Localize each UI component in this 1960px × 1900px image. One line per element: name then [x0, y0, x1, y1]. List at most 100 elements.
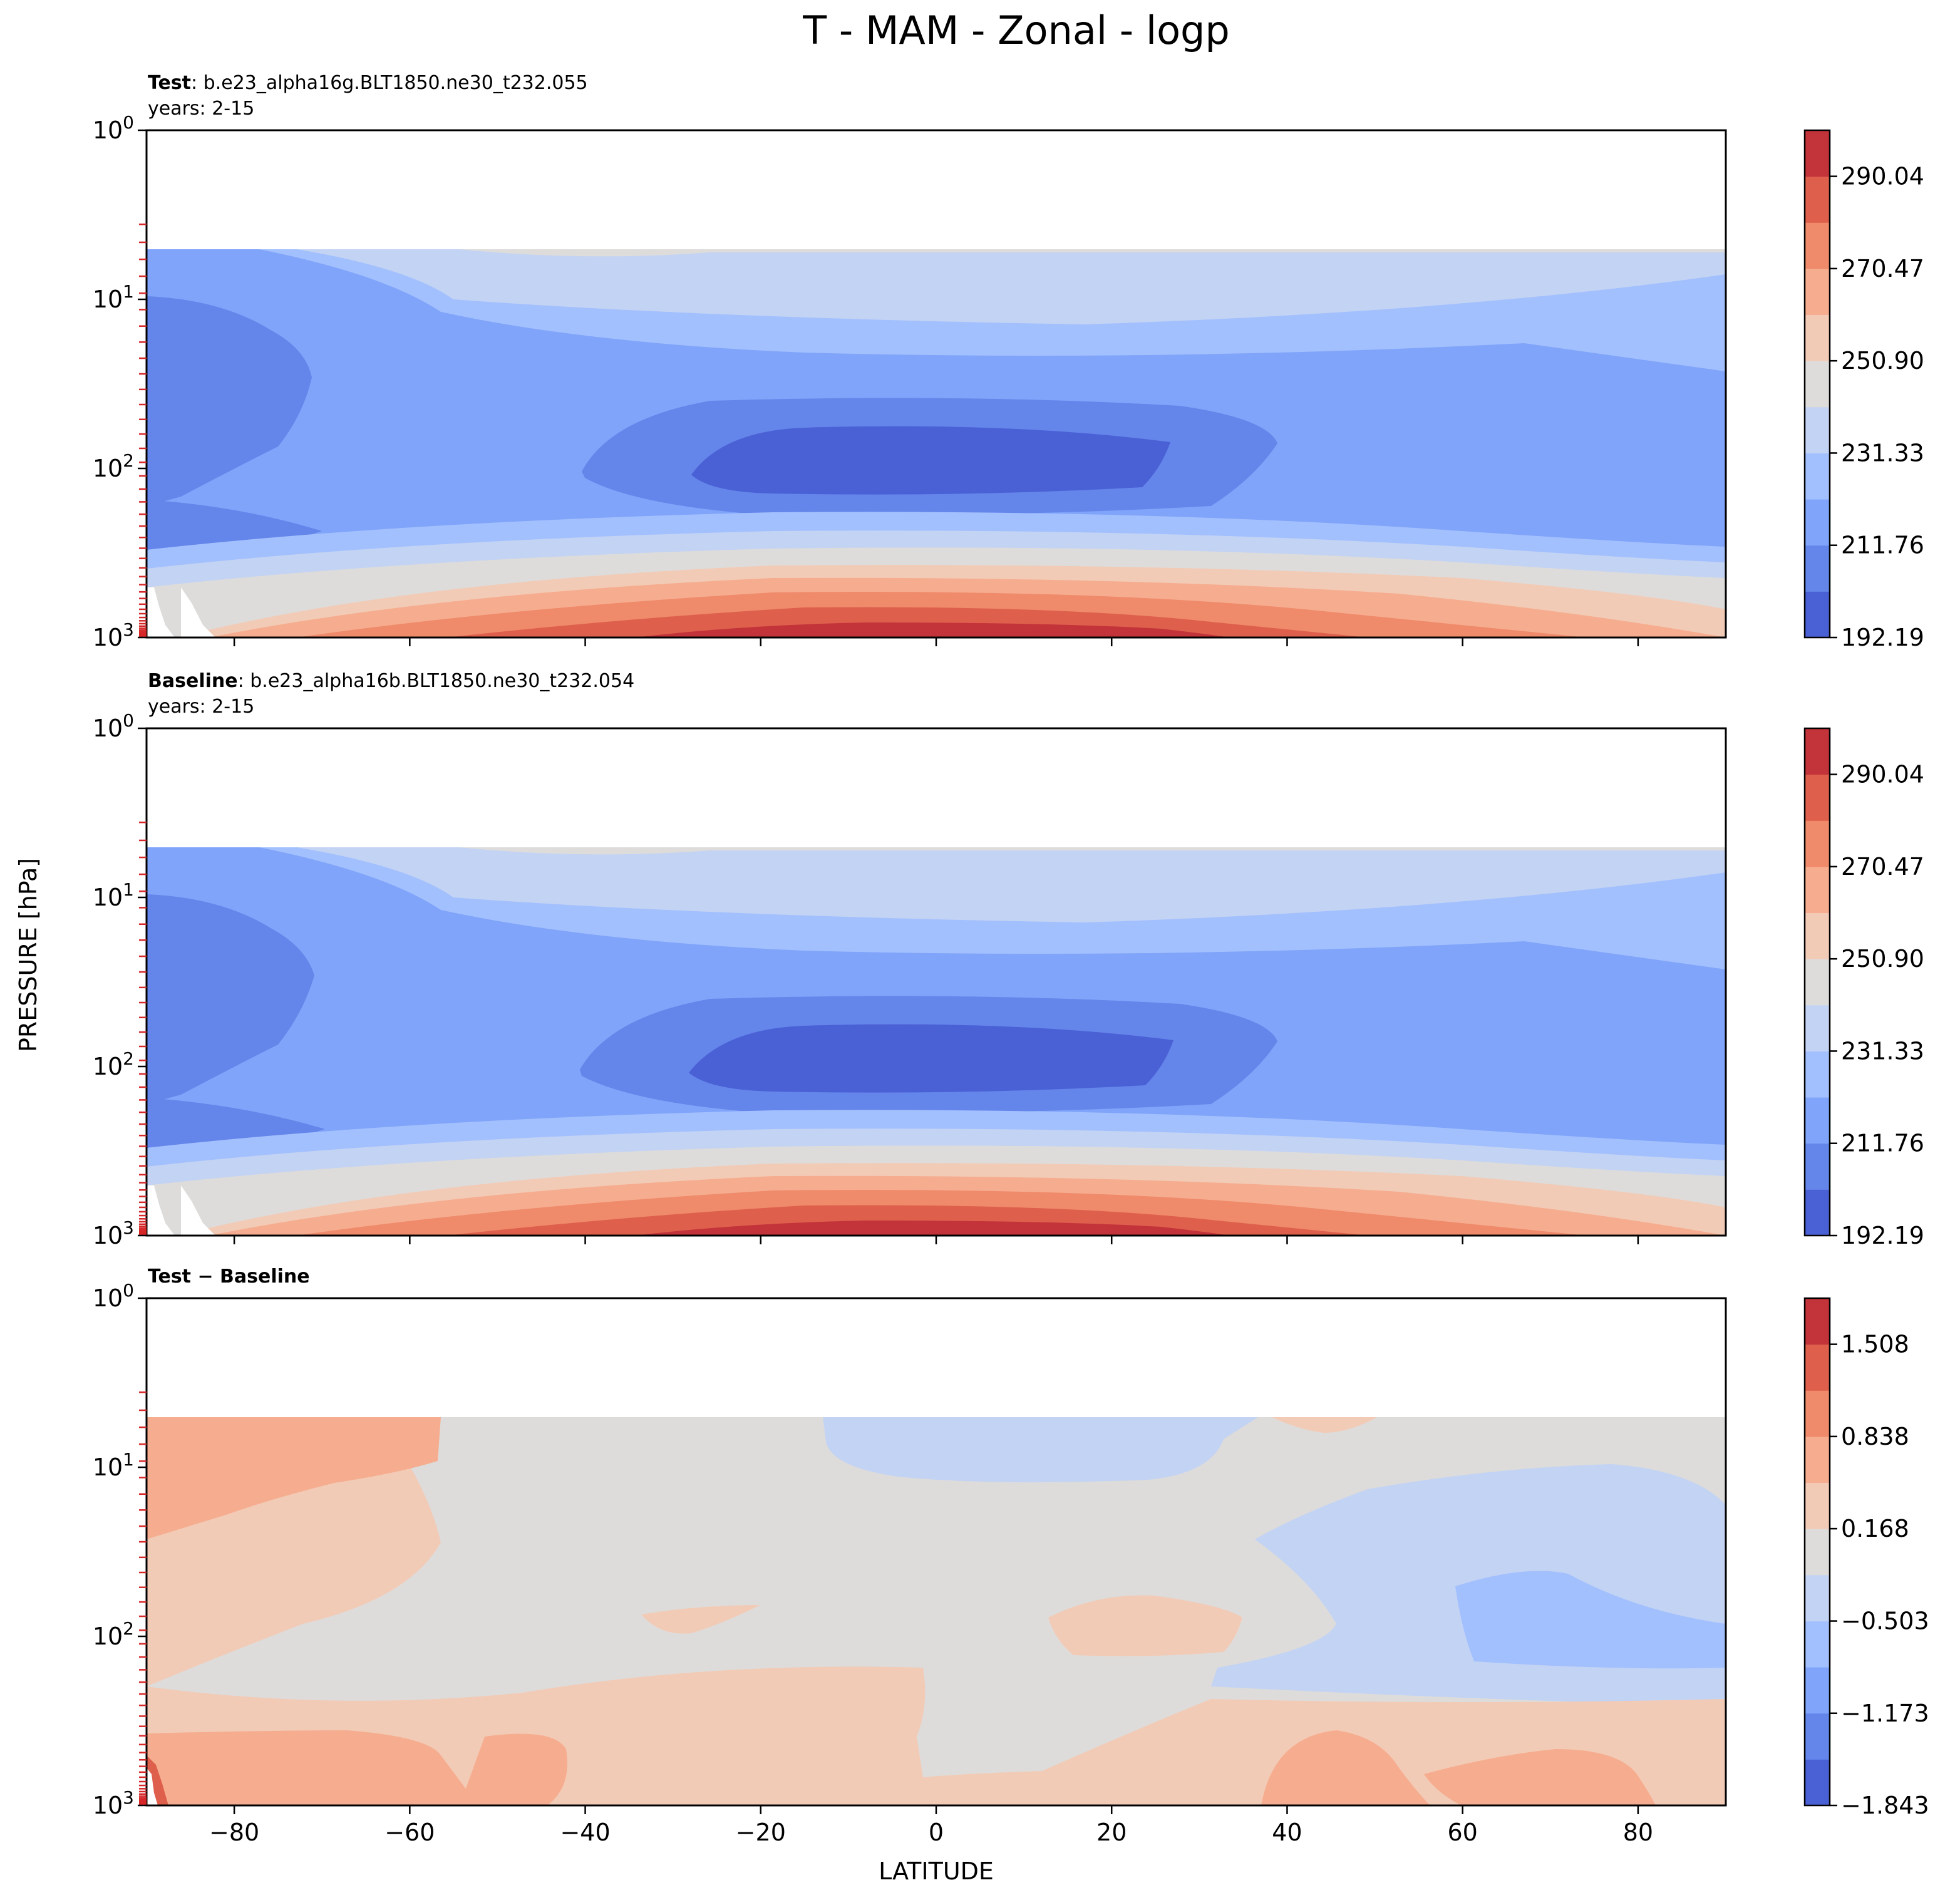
- colorbar-swatch: [1805, 1667, 1830, 1714]
- figure-title: T - MAM - Zonal - logp: [802, 8, 1229, 53]
- panel-test-label-bold: Test: [148, 72, 191, 94]
- colorbar-tick-label: 250.90: [1841, 945, 1924, 973]
- y-tick-label: 101: [93, 1449, 134, 1481]
- colorbar-swatch: [1805, 1097, 1830, 1144]
- colorbar-swatch: [1805, 1390, 1830, 1437]
- panel-test-colorbar: 192.19 211.76 231.33 250.90 270.47 290.04: [1803, 129, 1924, 651]
- x-tick-label: −20: [736, 1819, 786, 1846]
- y-tick-exp: 1: [123, 879, 134, 900]
- panel-difference-label: Test − Baseline: [148, 1266, 310, 1288]
- panel-difference: Test − Baseline: [93, 1266, 1929, 1846]
- y-tick-exp: 0: [123, 1280, 134, 1301]
- colorbar-tick-label: −1.843: [1841, 1792, 1929, 1819]
- y-tick-exp: 2: [123, 450, 134, 471]
- panel-difference-model-level-ticks: [139, 1391, 147, 1806]
- colorbar-swatch: [1805, 1574, 1830, 1621]
- colorbar-frame: [1803, 1297, 1831, 1807]
- colorbar-tick-label: 192.19: [1841, 1222, 1924, 1249]
- y-tick-label: 103: [93, 619, 134, 651]
- colorbar-tick-label: 211.76: [1841, 1130, 1924, 1157]
- colorbar-swatch: [1805, 314, 1830, 361]
- y-tick-exp: 0: [123, 710, 134, 731]
- colorbar-swatch: [1805, 453, 1830, 500]
- y-tick-base: 10: [93, 715, 123, 742]
- colorbar-swatch: [1805, 545, 1830, 592]
- y-tick-label: 103: [93, 1217, 134, 1249]
- panel-test-years: years: 2-15: [148, 98, 254, 120]
- panel-test-contours: [147, 130, 1726, 638]
- colorbar-swatch: [1805, 591, 1830, 638]
- panel-baseline-label-text: : b.e23_alpha16b.BLT1850.ne30_t232.054: [238, 670, 635, 692]
- diff-negative-nh-strong: [1455, 1571, 1726, 1669]
- colorbar-swatch: [1805, 1344, 1830, 1391]
- colorbar-tick-label: 211.76: [1841, 532, 1924, 559]
- y-tick-exp: 2: [123, 1048, 134, 1069]
- x-tick-label: −80: [209, 1819, 259, 1846]
- y-tick-exp: 1: [123, 1449, 134, 1470]
- contour-top-blank: [147, 130, 1726, 249]
- colorbar-swatch: [1805, 866, 1830, 914]
- colorbar-swatch: [1805, 1759, 1830, 1806]
- contour-near-surface-290: [635, 622, 1230, 638]
- y-tick-base: 10: [93, 286, 123, 313]
- colorbar-swatch: [1805, 268, 1830, 316]
- y-tick-label: 100: [93, 1280, 134, 1312]
- y-tick-label: 101: [93, 281, 134, 313]
- y-tick-label: 103: [93, 1787, 134, 1819]
- y-tick-base: 10: [93, 884, 123, 911]
- x-tick-label: 60: [1447, 1819, 1477, 1846]
- colorbar-swatch: [1805, 1051, 1830, 1098]
- contour-tropopause-core: [689, 1024, 1173, 1093]
- x-axis-label: LATITUDE: [879, 1857, 994, 1885]
- y-axis-label: PRESSURE [hPa]: [14, 858, 42, 1052]
- colorbar-swatch: [1805, 361, 1830, 408]
- y-tick-exp: 0: [123, 112, 134, 133]
- colorbar-tick-label: 290.04: [1841, 163, 1924, 190]
- y-tick-base: 10: [93, 455, 123, 482]
- colorbar-swatch: [1805, 406, 1830, 453]
- x-tick-label: 20: [1096, 1819, 1127, 1846]
- panel-baseline-label-bold: Baseline: [148, 670, 238, 692]
- colorbar-tick-label: 270.47: [1841, 255, 1924, 282]
- colorbar-swatch: [1805, 774, 1830, 821]
- panel-baseline-colorbar: 192.19 211.76 231.33 250.90 270.47 290.04: [1803, 727, 1924, 1249]
- colorbar-swatch: [1805, 222, 1830, 269]
- colorbar-swatch: [1805, 728, 1830, 775]
- contour-level-sh-cold: [147, 894, 314, 1104]
- colorbar-swatch: [1805, 1298, 1830, 1345]
- colorbar-swatch: [1805, 1529, 1830, 1576]
- colorbar-tick-label: 1.508: [1841, 1331, 1909, 1358]
- panel-baseline-x-ticks: [233, 1236, 1639, 1244]
- y-tick-label: 102: [93, 1048, 134, 1080]
- diff-positive-nh-lower-strong: [1261, 1730, 1430, 1805]
- contour-surface-blank: [147, 587, 215, 638]
- panel-baseline: Baseline: b.e23_alpha16b.BLT1850.ne30_t2…: [93, 670, 1924, 1249]
- contour-top-blank: [147, 1298, 1726, 1417]
- x-tick-label: −60: [384, 1819, 435, 1846]
- y-tick-exp: 1: [123, 281, 134, 302]
- panel-test-x-ticks: [233, 638, 1639, 646]
- y-tick-base: 10: [93, 1623, 123, 1650]
- panel-test-label-text: : b.e23_alpha16g.BLT1850.ne30_t232.055: [191, 72, 588, 94]
- colorbar-swatch: [1805, 912, 1830, 959]
- panel-test-label: Test: b.e23_alpha16g.BLT1850.ne30_t232.0…: [148, 72, 588, 94]
- colorbar-tick-label: 0.168: [1841, 1515, 1909, 1542]
- colorbar-swatch: [1805, 1004, 1830, 1051]
- colorbar-swatch: [1805, 959, 1830, 1006]
- diff-positive-tropical-blob: [641, 1605, 760, 1634]
- colorbar-tick-label: −0.503: [1841, 1608, 1929, 1635]
- diff-positive-lower-strong: [147, 1730, 478, 1805]
- y-tick-label: 102: [93, 1618, 134, 1650]
- panel-test: Test: b.e23_alpha16g.BLT1850.ne30_t232.0…: [93, 72, 1924, 651]
- contour-surface-blank: [147, 1185, 215, 1236]
- colorbar-tick-label: 290.04: [1841, 761, 1924, 788]
- panel-baseline-label: Baseline: b.e23_alpha16b.BLT1850.ne30_t2…: [148, 670, 634, 692]
- colorbar-tick-label: 231.33: [1841, 439, 1924, 467]
- diff-surface-blank: [147, 1768, 158, 1805]
- y-tick-exp: 2: [123, 1618, 134, 1639]
- colorbar-tick-label: 270.47: [1841, 853, 1924, 880]
- colorbar-frame: [1803, 129, 1831, 639]
- colorbar-frame: [1803, 727, 1831, 1237]
- panel-difference-x-ticks: −80 −60 −40 −20 0 20 40 60 80: [209, 1805, 1653, 1846]
